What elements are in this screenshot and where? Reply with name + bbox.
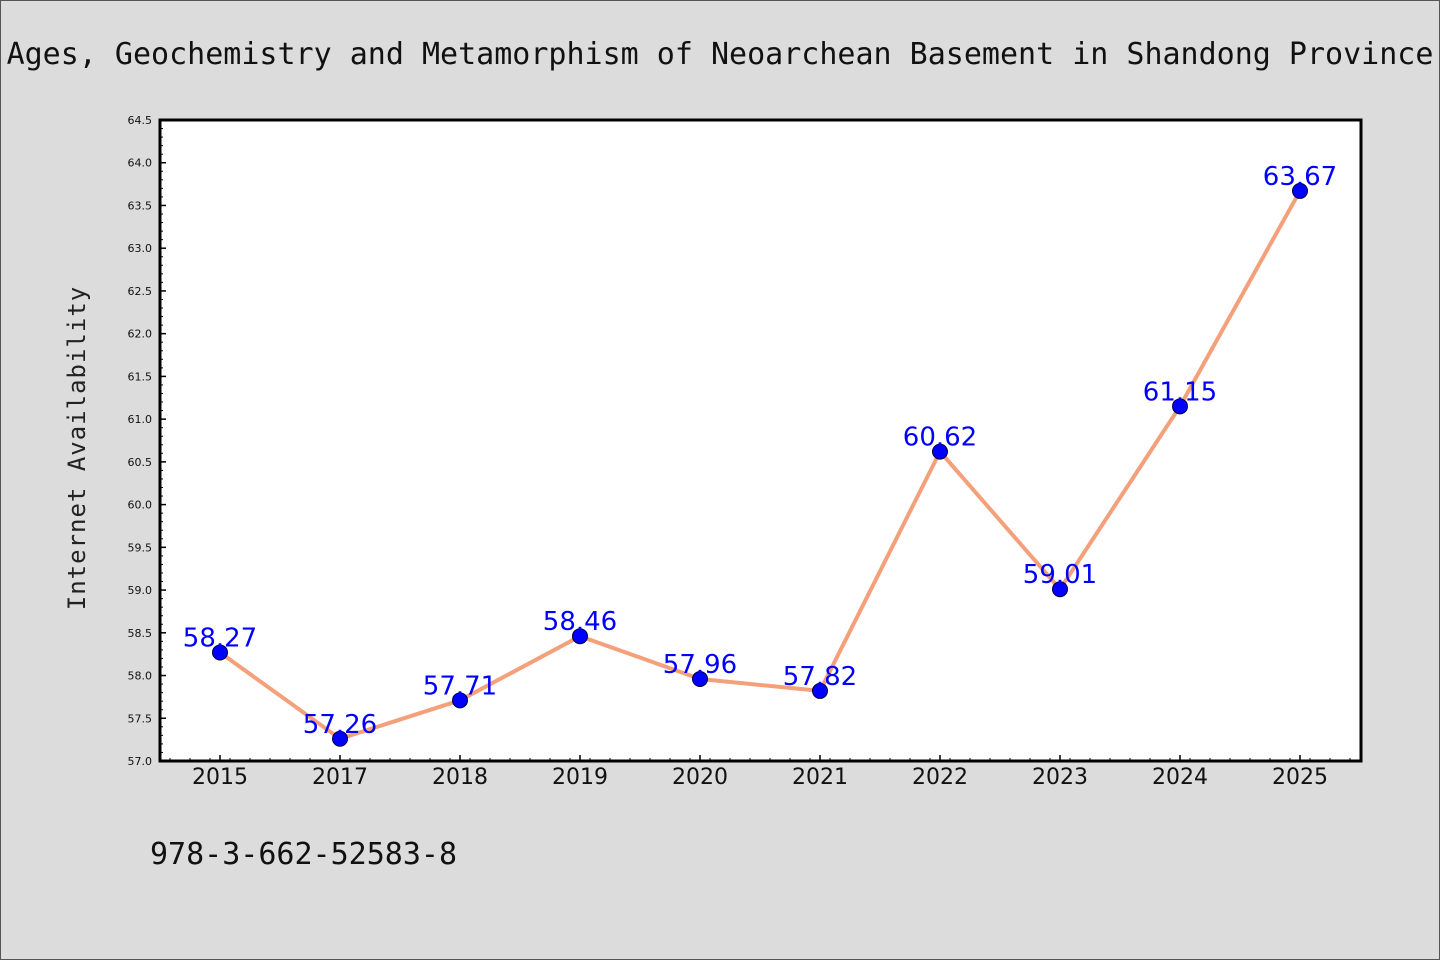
y-tick-label: 61.0 xyxy=(128,413,153,426)
y-tick-label: 61.5 xyxy=(128,370,153,383)
data-point xyxy=(452,692,468,709)
y-tick-label: 59.0 xyxy=(128,584,153,597)
y-axis-label: Internet Availability xyxy=(63,286,91,610)
data-label: 57.96 xyxy=(663,650,737,680)
x-axis-ticks: 2015 2017 2018 2019 2020 2021 2022 2023 2024 2025 xyxy=(169,755,1351,790)
y-tick-label: 58.5 xyxy=(128,627,153,640)
x-tick-label: 2024 xyxy=(1152,765,1208,790)
data-label: 63.67 xyxy=(1263,162,1337,192)
data-label: 59.01 xyxy=(1023,560,1097,590)
data-label: 57.82 xyxy=(783,662,857,692)
y-tick-label: 62.0 xyxy=(128,328,153,341)
data-point xyxy=(212,644,228,661)
x-tick-label: 2025 xyxy=(1272,765,1328,790)
data-label: 60.62 xyxy=(903,423,977,453)
y-tick-label: 64.0 xyxy=(128,157,153,170)
y-tick-label: 58.0 xyxy=(128,670,153,683)
data-point xyxy=(692,670,708,687)
x-tick-label: 2015 xyxy=(192,765,248,790)
data-point xyxy=(1052,581,1068,598)
data-point xyxy=(1172,398,1188,415)
series-markers xyxy=(212,182,1308,747)
data-point xyxy=(932,443,948,460)
data-label: 58.27 xyxy=(183,623,257,653)
x-tick-label: 2017 xyxy=(312,765,368,790)
y-tick-label: 63.0 xyxy=(128,242,153,255)
data-point xyxy=(332,730,348,747)
x-tick-label: 2019 xyxy=(552,765,608,790)
data-labels: 58.27 57.26 57.71 58.46 57.96 57.82 60.62 59.01… xyxy=(183,162,1337,740)
data-point xyxy=(1292,182,1308,199)
x-tick-label: 2018 xyxy=(432,765,488,790)
plot-area xyxy=(158,118,1363,763)
y-tick-label: 57.0 xyxy=(128,755,153,768)
x-tick-label: 2023 xyxy=(1032,765,1088,790)
y-tick-label: 62.5 xyxy=(128,285,153,298)
data-point xyxy=(812,682,828,699)
chart-title: Ages, Geochemistry and Metamorphism of N… xyxy=(7,37,1434,72)
data-point xyxy=(572,628,588,645)
y-tick-label: 60.0 xyxy=(128,499,153,512)
data-label: 61.15 xyxy=(1143,377,1217,407)
isbn-text: 978-3-662-52583-8 xyxy=(150,837,457,872)
y-tick-label: 59.5 xyxy=(128,541,153,554)
data-label: 58.46 xyxy=(543,607,617,637)
series-line-group xyxy=(218,189,1302,741)
y-tick-label: 57.5 xyxy=(128,712,153,725)
data-label: 57.26 xyxy=(303,710,377,740)
x-tick-label: 2021 xyxy=(792,765,848,790)
series-line xyxy=(218,189,1302,741)
y-tick-label: 63.5 xyxy=(128,199,153,212)
x-tick-label: 2022 xyxy=(912,765,968,790)
x-tick-label: 2020 xyxy=(672,765,728,790)
y-tick-label: 60.5 xyxy=(128,456,153,469)
y-axis-ticks: 57.0 57.5 58.0 58.5 59.0 59.5 60.0 60.5 61.0 61.5… xyxy=(128,114,166,768)
y-tick-label: 64.5 xyxy=(128,114,153,127)
data-label: 57.71 xyxy=(423,671,497,701)
